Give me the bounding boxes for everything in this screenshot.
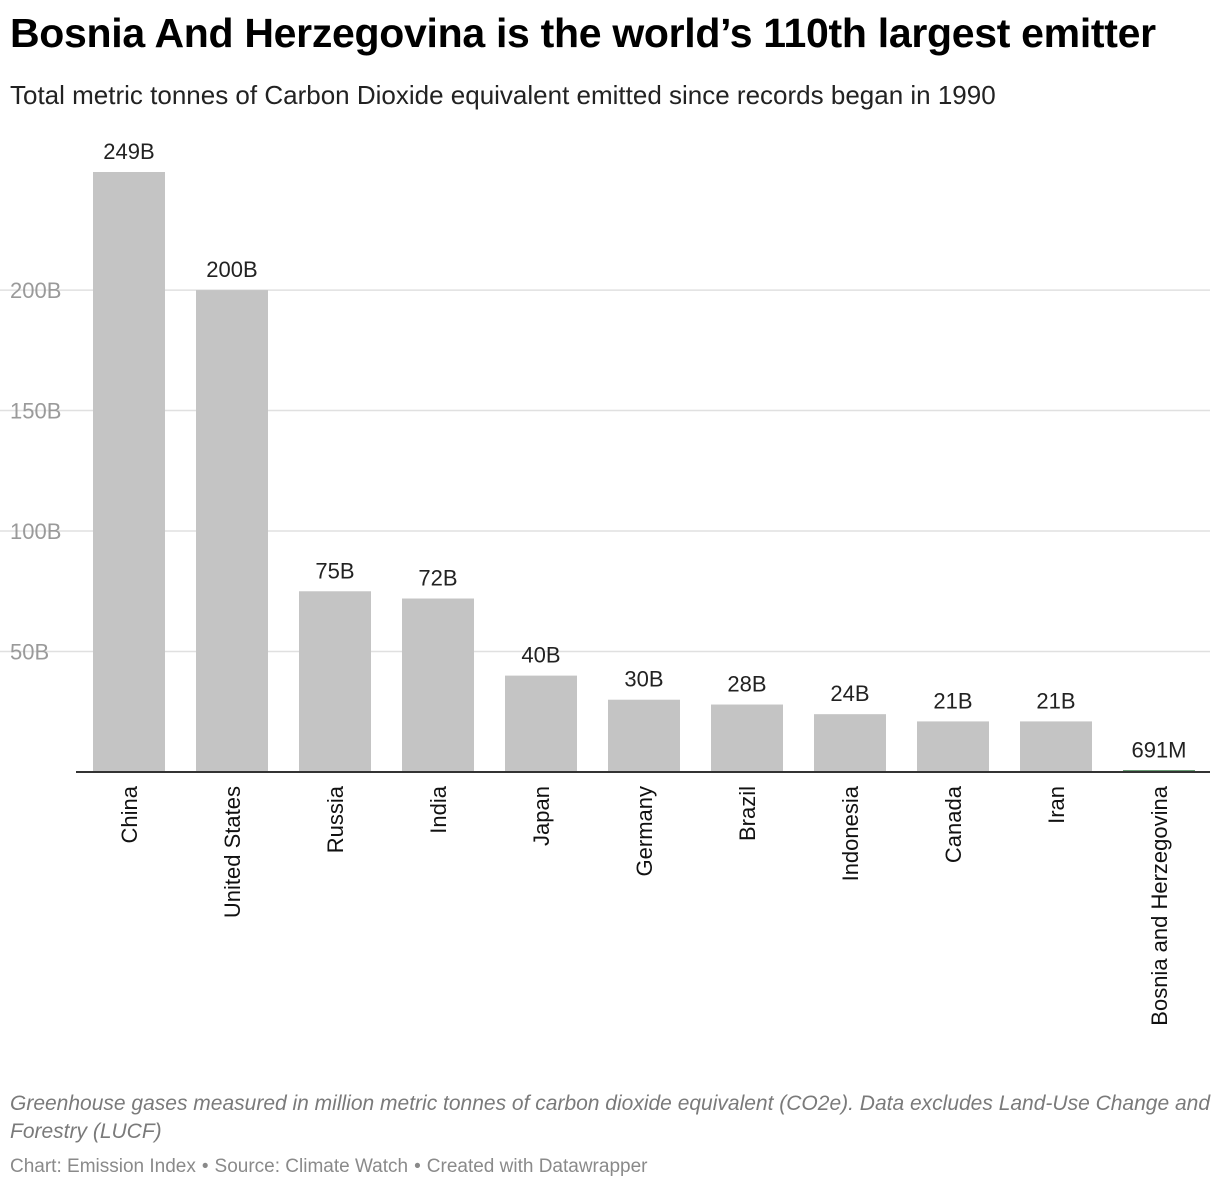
credit-tool[interactable]: Created with Datawrapper (426, 1156, 648, 1177)
value-label: 40B (521, 643, 560, 668)
x-tick-label: Iran (1044, 786, 1069, 824)
value-label: 75B (315, 558, 354, 583)
bar (608, 699, 680, 772)
footer-separator: • (201, 1156, 209, 1177)
credit-chart: Chart: Emission Index (10, 1156, 196, 1177)
x-tick-label: United States (220, 786, 245, 918)
y-tick-label: 200B (10, 278, 61, 303)
value-label: 249B (103, 139, 154, 164)
bar (1020, 721, 1092, 772)
value-label: 24B (830, 681, 869, 706)
x-tick-label: China (117, 785, 142, 843)
bar (402, 598, 474, 772)
bar (299, 591, 371, 772)
bar (93, 172, 165, 772)
y-tick-label: 150B (10, 399, 61, 424)
value-label: 200B (206, 257, 257, 282)
value-label: 28B (727, 672, 766, 697)
value-label: 30B (624, 667, 663, 692)
value-label: 72B (418, 566, 457, 591)
x-tick-label: Canada (941, 785, 966, 863)
x-tick-label: Russia (323, 785, 348, 853)
x-tick-label: Brazil (735, 786, 760, 841)
x-tick-label: Bosnia and Herzegovina (1147, 785, 1172, 1025)
bar (814, 714, 886, 772)
bar (711, 704, 783, 772)
chart-title: Bosnia And Herzegovina is the world’s 11… (10, 10, 1156, 56)
y-tick-label: 100B (10, 519, 61, 544)
bar (196, 290, 268, 772)
y-tick-label: 50B (10, 640, 49, 665)
value-label: 691M (1131, 737, 1186, 762)
footer-separator: • (414, 1156, 421, 1177)
x-tick-label: Germany (632, 786, 657, 876)
bar (917, 721, 989, 772)
x-tick-label: Japan (529, 786, 554, 846)
chart-subtitle: Total metric tonnes of Carbon Dioxide eq… (10, 80, 996, 110)
chart-notes: Greenhouse gases measured in million met… (10, 1092, 1211, 1143)
x-tick-label: India (426, 785, 451, 833)
x-tick-label: Indonesia (838, 785, 863, 881)
bar (505, 675, 577, 772)
credit-source: Source: Climate Watch (214, 1156, 409, 1177)
value-label: 21B (933, 688, 972, 713)
value-label: 21B (1036, 688, 1075, 713)
chart-footer: Chart: Emission Index • Source: Climate Wa… (10, 1156, 647, 1178)
